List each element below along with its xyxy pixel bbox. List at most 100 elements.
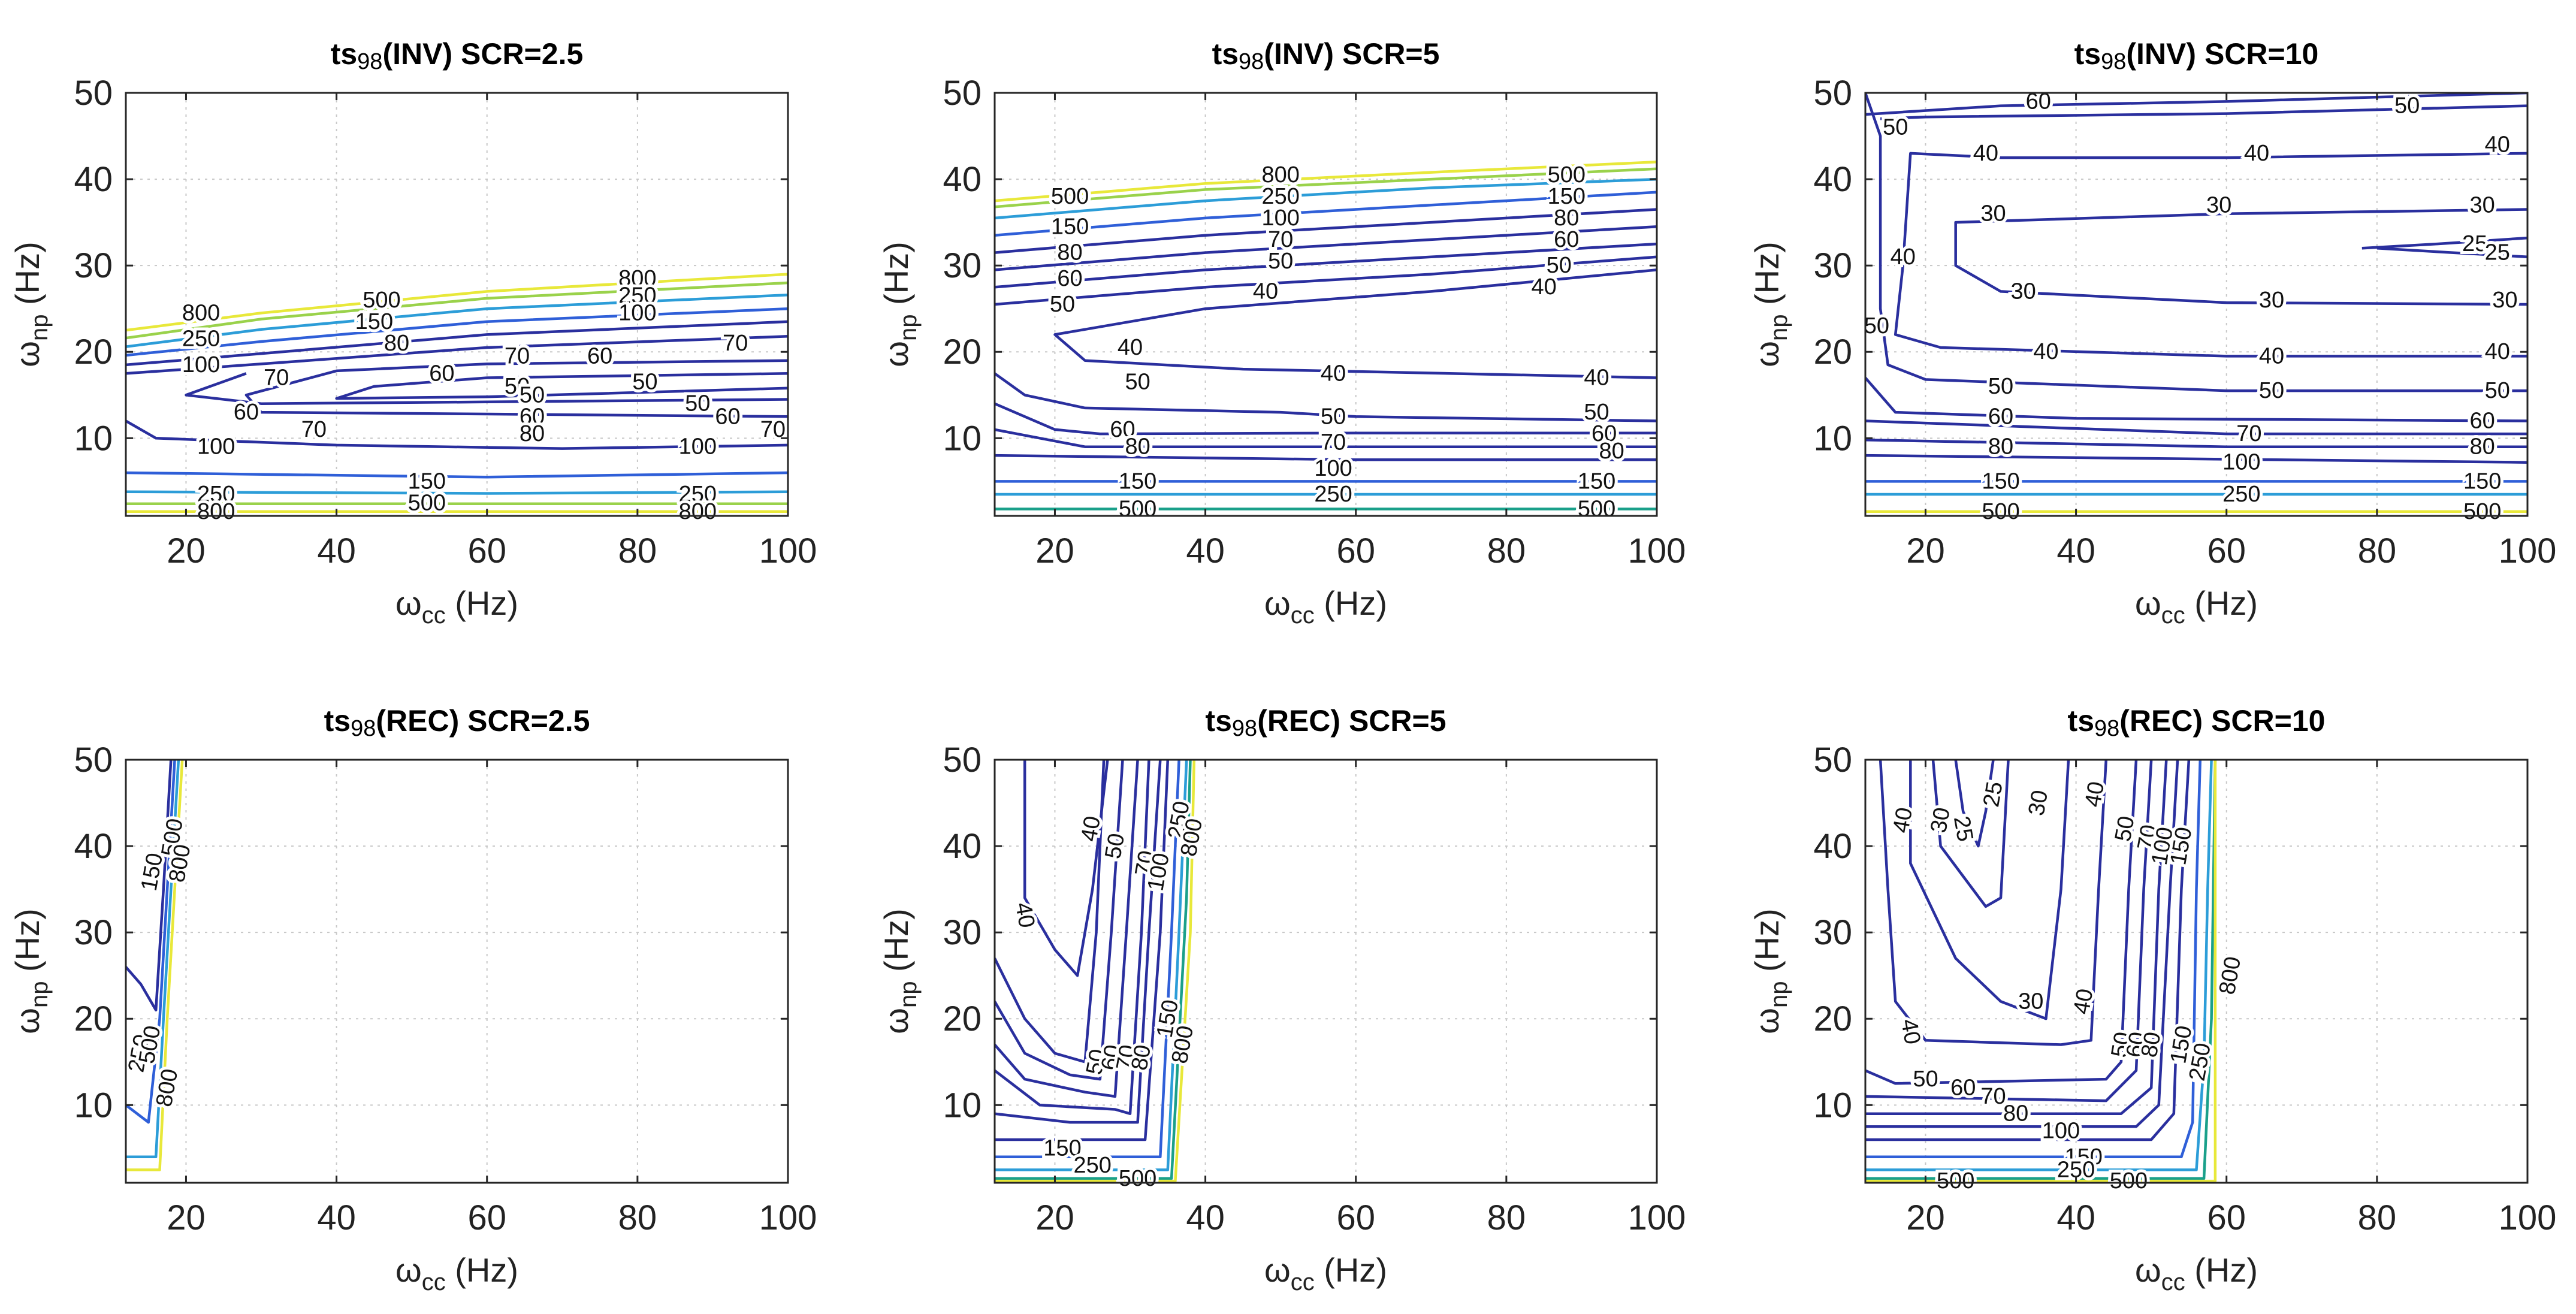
contour-label: 50: [520, 382, 545, 407]
x-axis-label: ωcc (Hz): [1264, 1251, 1387, 1295]
contour-label: 50: [685, 391, 710, 416]
contour-label: 50: [2485, 378, 2510, 403]
contour-label: 40: [1888, 805, 1917, 835]
contour-label: 500: [1578, 496, 1615, 521]
y-tick-label: 10: [1813, 419, 1852, 458]
axes-box: [993, 92, 1658, 517]
contour-label: 40: [2259, 343, 2284, 368]
contour-line-250: [126, 490, 788, 495]
x-axis-label: ωcc (Hz): [2135, 584, 2258, 629]
contour-line-70: [995, 760, 1150, 1115]
contour-line-500: [126, 281, 788, 340]
contour-label: 150: [2064, 1144, 2102, 1170]
contour-line-50: [335, 372, 788, 400]
contour-line-100: [1865, 454, 2527, 464]
contour-label: 500: [1548, 162, 1586, 188]
contour-line-70: [1865, 419, 2527, 436]
x-axis-label: ωcc (Hz): [395, 1251, 518, 1295]
contour-label: 80: [1127, 1043, 1156, 1073]
y-tick-label: 40: [943, 827, 982, 866]
y-tick-label: 40: [74, 827, 113, 866]
y-tick-label: 40: [74, 160, 113, 199]
x-axis-label: ωcc (Hz): [395, 584, 518, 629]
contour-line-250: [995, 177, 1657, 220]
contour-line-80: [995, 760, 1162, 1124]
contour-label: 500: [1051, 184, 1089, 209]
subplot-title: ts98(INV) SCR=10: [2074, 37, 2319, 74]
contour-label: 50: [1584, 400, 1609, 425]
contour-line-80: [1865, 760, 2179, 1128]
x-tick-label: 40: [1186, 1198, 1225, 1237]
contour-group: [126, 273, 788, 513]
axes-box: [993, 759, 1658, 1184]
contour-label: 40: [1584, 365, 1609, 390]
contour-line-500: [126, 760, 180, 1159]
contour-line-40: [995, 372, 1657, 422]
contour-label: 60: [1950, 1076, 1976, 1101]
contour-label: 60: [520, 404, 545, 429]
contour-label: 500: [2463, 499, 2501, 524]
contour-label: 50: [1864, 313, 1889, 339]
contour-line-60: [1865, 377, 2527, 422]
contour-label: 150: [1548, 184, 1586, 209]
contour-line-250: [995, 760, 1188, 1171]
contour-label: 250: [197, 482, 235, 507]
contour-line-500: [995, 760, 1192, 1180]
contour-label: 80: [1988, 434, 2013, 460]
contour-label: 800: [1167, 1024, 1198, 1066]
contour-line-25: [2361, 236, 2527, 250]
x-tick-label: 60: [2207, 1198, 2246, 1237]
y-tick-label: 40: [943, 160, 982, 199]
contour-label: 40: [2080, 780, 2110, 809]
contour-line-25: [1954, 760, 1995, 848]
contour-label: 60: [234, 400, 259, 425]
contour-line-150: [126, 471, 788, 479]
contour-label: 100: [2042, 1119, 2080, 1144]
y-tick-label: 10: [74, 419, 113, 458]
contour-label: 500: [1937, 1168, 1974, 1194]
contour-line-30: [1954, 208, 2527, 306]
contour-label: 800: [1261, 162, 1299, 188]
contour-label: 40: [1891, 244, 1916, 270]
contour-line-30: [1909, 760, 2070, 1020]
contour-label: 70: [1268, 227, 1293, 252]
y-tick-label: 30: [1813, 913, 1852, 952]
x-tick-label: 100: [1628, 531, 1686, 570]
contour-line-40: [1894, 152, 2527, 358]
y-tick-label: 50: [943, 74, 982, 113]
x-tick-label: 60: [1336, 1198, 1375, 1237]
contour-label: 50: [1321, 404, 1346, 429]
y-tick-label: 30: [943, 246, 982, 285]
contour-label: 100: [182, 352, 220, 377]
contour-label: 250: [679, 482, 717, 507]
contour-label: 150: [355, 309, 393, 334]
x-tick-label: 80: [1487, 531, 1526, 570]
contour-line-70: [995, 242, 1657, 289]
y-axis-label: ωnp (Hz): [8, 908, 53, 1034]
x-tick-label: 60: [1336, 531, 1375, 570]
contour-label: 40: [2069, 987, 2098, 1016]
contour-line-80: [126, 335, 788, 375]
x-tick-label: 80: [2358, 531, 2397, 570]
y-tick-label: 40: [1813, 827, 1852, 866]
y-tick-label: 10: [943, 1086, 982, 1125]
y-tick-label: 10: [943, 419, 982, 458]
contour-line-250: [1865, 760, 2213, 1171]
contour-label: 40: [1973, 141, 1998, 166]
y-tick-label: 50: [74, 741, 113, 780]
contour-label: 50: [632, 370, 657, 395]
contour-label: 30: [2259, 288, 2284, 313]
contour-label: 80: [2003, 1101, 2028, 1126]
contour-line-40: [1023, 760, 1109, 977]
contour-label: 500: [408, 490, 446, 515]
contour-label: 30: [2011, 279, 2036, 304]
contour-label: 500: [363, 288, 400, 313]
contour-line-50: [995, 760, 1124, 1081]
x-tick-label: 60: [467, 531, 506, 570]
contour-label: 250: [2222, 482, 2260, 507]
contour-label: 40: [2485, 132, 2510, 157]
x-tick-label: 60: [467, 1198, 506, 1237]
x-tick-label: 20: [1906, 1198, 1945, 1237]
contour-line-500: [995, 167, 1657, 209]
